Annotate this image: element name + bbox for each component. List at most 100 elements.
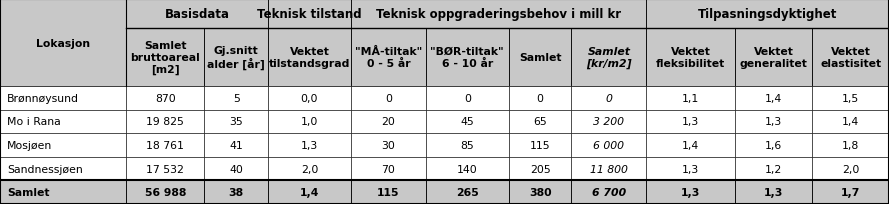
Text: 1,3: 1,3 xyxy=(300,140,318,150)
Text: Vektet
generalitet: Vektet generalitet xyxy=(740,47,807,69)
Bar xyxy=(509,157,572,181)
Text: 20: 20 xyxy=(381,117,396,127)
Bar xyxy=(813,134,889,157)
Text: 5: 5 xyxy=(233,93,240,103)
Bar xyxy=(268,29,351,87)
Text: 115: 115 xyxy=(377,187,400,197)
Text: 45: 45 xyxy=(461,117,474,127)
Bar xyxy=(351,29,426,87)
Text: Mo i Rana: Mo i Rana xyxy=(7,117,60,127)
Text: 1,5: 1,5 xyxy=(842,93,859,103)
Text: 1,4: 1,4 xyxy=(682,140,700,150)
Text: Mosjøen: Mosjøen xyxy=(7,140,52,150)
Text: Brønnøysund: Brønnøysund xyxy=(7,93,79,103)
Bar xyxy=(572,110,646,134)
Text: 265: 265 xyxy=(456,187,478,197)
Text: 1,2: 1,2 xyxy=(765,164,782,174)
Bar xyxy=(735,157,813,181)
Bar xyxy=(813,157,889,181)
Bar xyxy=(268,157,351,181)
Text: 35: 35 xyxy=(229,117,243,127)
Text: 1,4: 1,4 xyxy=(300,187,319,197)
Bar xyxy=(204,29,268,87)
Text: 18 761: 18 761 xyxy=(147,140,184,150)
Text: 205: 205 xyxy=(530,164,550,174)
Bar xyxy=(0,110,126,134)
Bar xyxy=(126,0,268,29)
Bar xyxy=(572,87,646,110)
Text: Teknisk oppgraderingsbehov i mill kr: Teknisk oppgraderingsbehov i mill kr xyxy=(376,8,621,21)
Text: 0: 0 xyxy=(385,93,392,103)
Bar xyxy=(126,157,204,181)
Bar xyxy=(509,110,572,134)
Bar xyxy=(204,110,268,134)
Bar xyxy=(0,0,126,87)
Bar xyxy=(646,29,735,87)
Text: Sandnessjøen: Sandnessjøen xyxy=(7,164,83,174)
Text: 140: 140 xyxy=(457,164,477,174)
Bar xyxy=(204,157,268,181)
Bar xyxy=(646,87,735,110)
Text: 70: 70 xyxy=(381,164,396,174)
Bar xyxy=(426,29,509,87)
Bar xyxy=(0,181,126,204)
Bar xyxy=(646,157,735,181)
Text: 38: 38 xyxy=(228,187,244,197)
Text: 65: 65 xyxy=(533,117,547,127)
Bar xyxy=(204,87,268,110)
Text: 1,0: 1,0 xyxy=(300,117,318,127)
Text: Tilpasningsdyktighet: Tilpasningsdyktighet xyxy=(698,8,837,21)
Bar xyxy=(351,0,646,29)
Text: 85: 85 xyxy=(461,140,474,150)
Text: 0: 0 xyxy=(537,93,543,103)
Bar xyxy=(126,110,204,134)
Bar xyxy=(646,110,735,134)
Text: 19 825: 19 825 xyxy=(147,117,184,127)
Text: 41: 41 xyxy=(229,140,243,150)
Bar xyxy=(351,110,426,134)
Text: 0,0: 0,0 xyxy=(300,93,318,103)
Bar xyxy=(0,134,126,157)
Bar xyxy=(813,87,889,110)
Text: 6 700: 6 700 xyxy=(592,187,626,197)
Text: 870: 870 xyxy=(155,93,176,103)
Text: Teknisk tilstand: Teknisk tilstand xyxy=(257,8,362,21)
Text: 1,3: 1,3 xyxy=(682,164,700,174)
Text: "BØR-tiltak"
6 - 10 år: "BØR-tiltak" 6 - 10 år xyxy=(430,47,504,69)
Bar xyxy=(646,134,735,157)
Text: 56 988: 56 988 xyxy=(145,187,186,197)
Bar xyxy=(126,29,204,87)
Text: 1,3: 1,3 xyxy=(765,117,782,127)
Bar xyxy=(813,29,889,87)
Text: 1,6: 1,6 xyxy=(765,140,782,150)
Text: Vektet
tilstandsgrad: Vektet tilstandsgrad xyxy=(268,47,350,69)
Text: Samlet
bruttoareal
[m2]: Samlet bruttoareal [m2] xyxy=(131,41,200,74)
Bar xyxy=(572,181,646,204)
Bar xyxy=(268,110,351,134)
Text: 3 200: 3 200 xyxy=(593,117,624,127)
Bar xyxy=(646,0,889,29)
Bar xyxy=(0,87,126,110)
Bar xyxy=(735,134,813,157)
Text: 1,3: 1,3 xyxy=(681,187,701,197)
Bar xyxy=(426,134,509,157)
Bar xyxy=(572,157,646,181)
Bar xyxy=(735,87,813,110)
Bar xyxy=(351,181,426,204)
Text: 1,1: 1,1 xyxy=(682,93,700,103)
Bar xyxy=(813,181,889,204)
Bar xyxy=(572,29,646,87)
Text: Samlet: Samlet xyxy=(519,53,561,63)
Text: Basisdata: Basisdata xyxy=(164,8,229,21)
Bar xyxy=(351,87,426,110)
Bar xyxy=(426,87,509,110)
Bar xyxy=(268,181,351,204)
Bar xyxy=(426,157,509,181)
Text: 2,0: 2,0 xyxy=(842,164,860,174)
Bar xyxy=(509,87,572,110)
Bar xyxy=(426,110,509,134)
Text: 30: 30 xyxy=(381,140,396,150)
Text: 0: 0 xyxy=(464,93,471,103)
Bar xyxy=(572,134,646,157)
Text: 1,4: 1,4 xyxy=(842,117,859,127)
